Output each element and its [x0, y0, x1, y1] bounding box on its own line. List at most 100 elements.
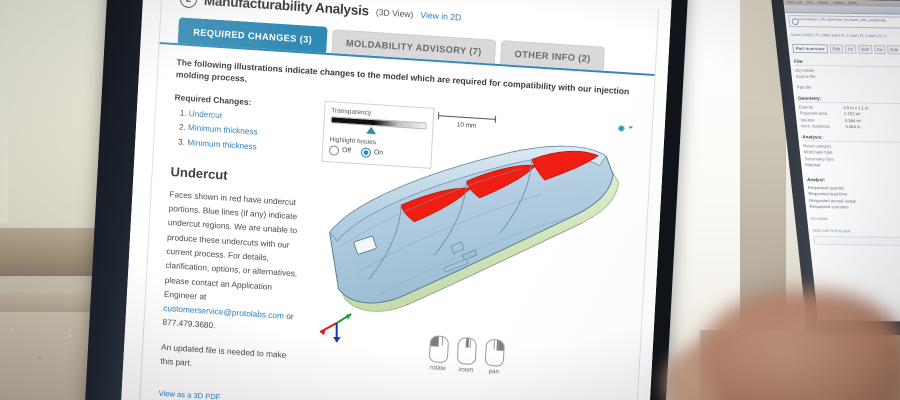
mouse-control-rotate[interactable]: rotate	[428, 335, 450, 373]
row-key: Resin category	[802, 142, 832, 149]
analysis-card: 2 Manufacturability Analysis (3D View) V…	[138, 0, 660, 400]
tab-for-2[interactable]: for	[873, 45, 886, 55]
mouse-control-pan[interactable]: pan	[484, 338, 506, 376]
model-cutout	[353, 235, 377, 255]
model-boss-1	[450, 241, 465, 254]
mouse-pan-label: pan	[488, 367, 500, 376]
model-contour-3	[378, 217, 567, 296]
tab-part-overview[interactable]: Part overview	[792, 43, 828, 54]
browser-page: 2 Manufacturability Analysis (3D View) V…	[120, 0, 672, 400]
radio-off[interactable]: Off	[328, 145, 352, 156]
browser-tab-1[interactable]: File	[806, 0, 814, 5]
row-key: Secondary Ops	[804, 155, 834, 162]
left-column: Required Changes: Undercut Minimum thick…	[159, 92, 312, 387]
browser-tab-4[interactable]: Mold	[848, 1, 857, 6]
radio-on-dot	[360, 147, 372, 158]
required-change-link-1[interactable]: Undercut	[188, 108, 223, 121]
radio-off-label: Off	[341, 147, 352, 156]
tab-edit-1[interactable]: Edit	[829, 44, 844, 54]
required-change-link-2[interactable]: Minimum thickness	[187, 123, 258, 137]
manufacturability-app: 2 Manufacturability Analysis (3D View) V…	[120, 0, 672, 400]
browser-tab-2[interactable]: Admin	[817, 0, 829, 5]
table-row: Part file	[797, 85, 900, 92]
row-key: Part file	[796, 84, 812, 90]
radio-off-dot	[328, 145, 340, 156]
chevron-down-icon	[628, 126, 634, 130]
tab-edit-3[interactable]: Edit	[886, 45, 900, 55]
model-boss-2	[462, 249, 477, 261]
mouse-zoom-icon	[456, 336, 478, 366]
row-value: 3.5 in x 1.1 in	[843, 104, 869, 110]
browser-tab-0[interactable]: Parts Lab	[786, 0, 803, 5]
section-paragraph-1: Faces shown in red have undercut portion…	[162, 187, 307, 338]
row-key: Requested lead time	[808, 191, 848, 197]
mouse-controls: rotate zoom	[428, 335, 506, 376]
browser-tab-3[interactable]: Admin	[833, 0, 844, 5]
table-row: Material	[805, 162, 900, 169]
tab-edit-2[interactable]: Edit	[857, 44, 873, 54]
model-rib-1	[434, 181, 468, 256]
tab-panel: The following illustrations indicate cha…	[142, 44, 655, 400]
foreground-blur-hand	[700, 290, 900, 400]
transparency-slider-handle[interactable]	[366, 126, 377, 135]
model-viewer[interactable]: 10 mm	[306, 97, 638, 385]
row-key: Mold base type	[803, 149, 833, 155]
browser-chrome: Parts Lab File Admin Admin Mold	[783, 0, 900, 16]
undercut-highlight-1	[531, 150, 599, 181]
required-changes-list: Undercut Minimum thickness Minimum thick…	[172, 106, 312, 158]
model-rib-2	[499, 159, 533, 234]
model-rib-3	[368, 204, 402, 280]
row-key: AQ Folder	[794, 67, 815, 73]
tab-for-1[interactable]: for	[844, 44, 857, 54]
add-note-label[interactable]: Add note to this part:	[812, 227, 852, 234]
row-key: Volume	[800, 116, 815, 123]
row-key: Nom. thickness	[800, 123, 831, 129]
view-in-2d-link[interactable]: View in 2D	[420, 9, 462, 22]
right-column: 10 mm	[305, 100, 638, 400]
radio-on-label: On	[373, 149, 384, 158]
view-3d-pdf-link[interactable]: View as a 3D PDF	[158, 388, 221, 400]
mouse-rotate-icon	[428, 335, 450, 364]
primary-monitor: 2 Manufacturability Analysis (3D View) V…	[83, 0, 689, 400]
model-contour-2	[355, 193, 543, 275]
part-page-tabs: Part overview Edit for Edit for Edit for…	[792, 43, 900, 55]
row-key: Requested quantity	[807, 184, 845, 191]
3d-model-render[interactable]	[308, 123, 637, 355]
mouse-rotate-label: rotate	[429, 364, 446, 373]
section-text-a: Faces shown in red have undercut portion…	[163, 188, 298, 302]
row-key: Source file	[795, 73, 816, 79]
row-key: Requested annual usage	[808, 197, 857, 204]
mouse-control-zoom[interactable]: zoom	[456, 336, 478, 374]
mouse-pan-icon	[484, 338, 506, 367]
no-notes-label: No notes	[810, 215, 829, 222]
mouse-zoom-label: zoom	[458, 365, 474, 374]
add-note-input[interactable]	[813, 235, 900, 248]
model-contour-1	[342, 168, 522, 246]
primary-monitor-screen: 2 Manufacturability Analysis (3D View) V…	[120, 0, 672, 400]
page-subtitle: (3D View)	[375, 6, 414, 19]
scale-bar: 10 mm	[437, 112, 497, 131]
table-row: Nom. thickness 0.084 in	[801, 123, 900, 130]
row-value: 2.152 in²	[843, 111, 861, 117]
axis-triad	[315, 308, 357, 349]
section-title: Undercut	[170, 163, 229, 183]
required-change-link-3[interactable]: Minimum thickness	[187, 137, 257, 152]
row-value: 0.384 in³	[844, 117, 862, 123]
section-paragraph-2: An updated file is needed to make this p…	[160, 341, 287, 368]
radio-on[interactable]: On	[360, 147, 384, 158]
x-axis-arrow	[319, 322, 338, 333]
row-value: 0.084 in	[845, 124, 861, 130]
row-key: Requested countries	[809, 203, 849, 210]
model-bottom-edge	[405, 222, 583, 306]
row-key: Extents	[798, 104, 814, 110]
gear-icon[interactable]	[615, 122, 634, 134]
3d-part-svg	[329, 145, 620, 312]
content-columns: Required Changes: Undercut Minimum thick…	[159, 92, 636, 400]
browser-tab-row: Parts Lab File Admin Admin Mold	[786, 0, 900, 6]
viewer-controls-panel[interactable]: Transparency Highlight Issues O	[321, 100, 435, 169]
undercut-highlight-2	[466, 164, 537, 199]
address-bar[interactable]: intranet/part_info.aspx?part_id=&part_wi…	[788, 15, 900, 30]
breadcrumb[interactable]: Quote (4392) | PL-2462.3wd | PL-2.3wd | …	[790, 32, 887, 39]
model-boss-3	[443, 258, 469, 273]
